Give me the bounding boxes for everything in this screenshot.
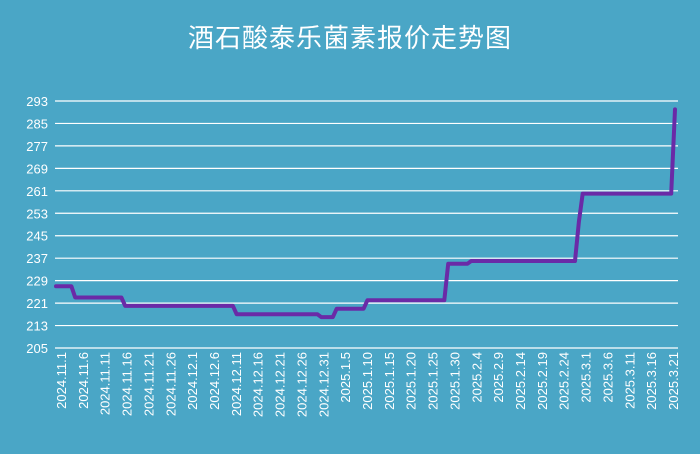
x-tick-label: 2024.12.6 [207,352,222,410]
x-tick-label: 2024.12.26 [294,352,309,417]
x-tick-label: 2025.1.5 [338,352,353,403]
x-tick-label: 2024.11.16 [120,352,135,416]
x-tick-label: 2024.12.11 [229,352,244,416]
x-tick-label: 2025.2.4 [469,352,484,403]
y-tick-label: 277 [26,139,48,154]
x-tick-label: 2024.11.1 [54,352,69,409]
y-tick-label: 229 [26,274,48,289]
x-tick-label: 2025.3.1 [579,352,594,403]
chart-title: 酒石酸泰乐菌素报价走势图 [187,24,512,54]
x-tick-label: 2024.12.21 [273,352,288,417]
x-tick-label: 2025.1.15 [382,352,397,410]
x-tick-label: 2025.2.14 [513,352,528,410]
x-tick-label: 2024.12.31 [316,352,331,417]
x-tick-label: 2024.11.11 [98,352,113,415]
y-tick-label: 245 [26,229,48,244]
y-tick-label: 213 [26,319,48,334]
x-tick-label: 2024.12.16 [251,352,266,417]
x-tick-label: 2025.1.25 [426,352,441,410]
y-tick-label: 253 [26,206,48,221]
x-tick-label: 2025.2.9 [491,352,506,403]
x-tick-label: 2024.12.1 [185,352,200,410]
x-tick-label: 2025.2.19 [535,352,550,410]
x-tick-label: 2025.3.6 [600,352,615,403]
x-tick-label: 2025.3.16 [644,352,659,410]
y-tick-label: 293 [26,94,48,109]
y-tick-label: 205 [26,341,48,356]
y-tick-label: 269 [26,161,48,176]
x-tick-label: 2025.1.30 [447,352,462,410]
x-tick-label: 2025.2.24 [557,352,572,410]
x-tick-label: 2025.1.10 [360,352,375,410]
x-tick-label: 2024.11.21 [141,352,156,416]
y-tick-label: 237 [26,251,48,266]
series-line [54,107,677,320]
x-tick-label: 2025.3.21 [666,352,681,410]
x-tick-label: 2025.3.11 [622,352,637,409]
y-tick-label: 221 [26,296,48,311]
y-tick-label: 261 [26,184,48,199]
y-tick-label: 285 [26,116,48,131]
x-tick-label: 2024.11.26 [163,352,178,416]
x-tick-label: 2025.1.20 [404,352,419,410]
x-tick-label: 2024.11.6 [76,352,91,409]
